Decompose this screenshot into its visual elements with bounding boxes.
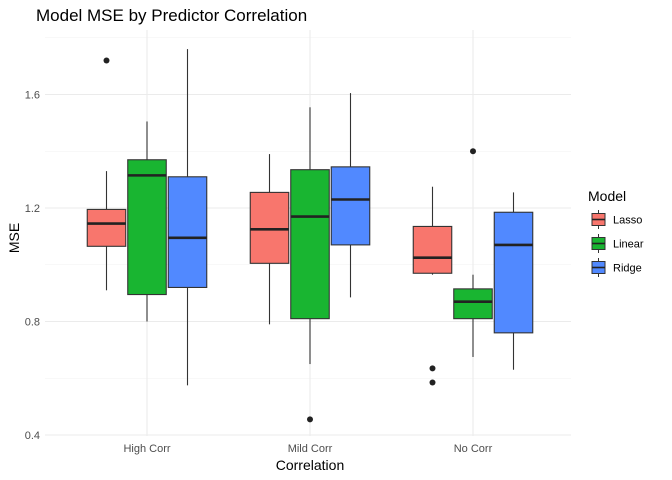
x-axis-title: Correlation: [276, 457, 344, 473]
box-body: [453, 288, 493, 320]
legend-label: Linear: [613, 239, 644, 251]
box-ridge-mild-corr: [330, 93, 371, 298]
x-tick-label: High Corr: [123, 443, 170, 455]
box-ridge-no-corr: [493, 192, 534, 370]
box-linear-high-corr: [127, 121, 167, 322]
box-lasso-mild-corr: [249, 154, 290, 325]
legend: Model Lasso Linear Ridge: [588, 188, 644, 277]
box-linear-mild-corr: [290, 107, 330, 423]
box-ridge-high-corr: [167, 49, 208, 386]
box-body: [249, 191, 290, 264]
box-body: [493, 211, 534, 334]
box-lasso-high-corr: [86, 57, 127, 291]
outlier-point: [470, 148, 476, 155]
outlier-point: [429, 379, 436, 386]
legend-item-linear: Linear: [590, 234, 644, 253]
box-linear-no-corr: [453, 148, 493, 357]
box-body: [290, 169, 330, 320]
y-axis-ticks: 0.4 0.8 1.2 1.6: [25, 90, 40, 443]
outlier-point: [429, 365, 436, 372]
legend-item-lasso: Lasso: [590, 210, 642, 229]
box-body: [127, 159, 167, 296]
y-tick-label: 0.4: [25, 430, 40, 442]
x-axis-ticks: High Corr Mild Corr No Corr: [123, 443, 492, 455]
legend-label: Ridge: [613, 263, 642, 275]
box-body: [330, 166, 371, 246]
legend-label: Lasso: [613, 215, 642, 227]
y-tick-label: 1.6: [25, 90, 40, 102]
box-body: [167, 176, 208, 289]
y-axis-title: MSE: [6, 223, 22, 253]
outlier-point: [103, 57, 110, 64]
legend-title: Model: [588, 188, 626, 204]
x-tick-label: Mild Corr: [288, 443, 333, 455]
y-tick-label: 1.2: [25, 203, 40, 215]
box-series: [86, 49, 534, 423]
box-body: [86, 208, 127, 247]
legend-item-ridge: Ridge: [590, 258, 642, 277]
outlier-point: [307, 416, 313, 423]
chart-title: Model MSE by Predictor Correlation: [36, 6, 307, 25]
box-lasso-no-corr: [412, 186, 453, 386]
x-tick-label: No Corr: [454, 443, 493, 455]
y-tick-label: 0.8: [25, 317, 40, 329]
box-body: [412, 225, 453, 274]
